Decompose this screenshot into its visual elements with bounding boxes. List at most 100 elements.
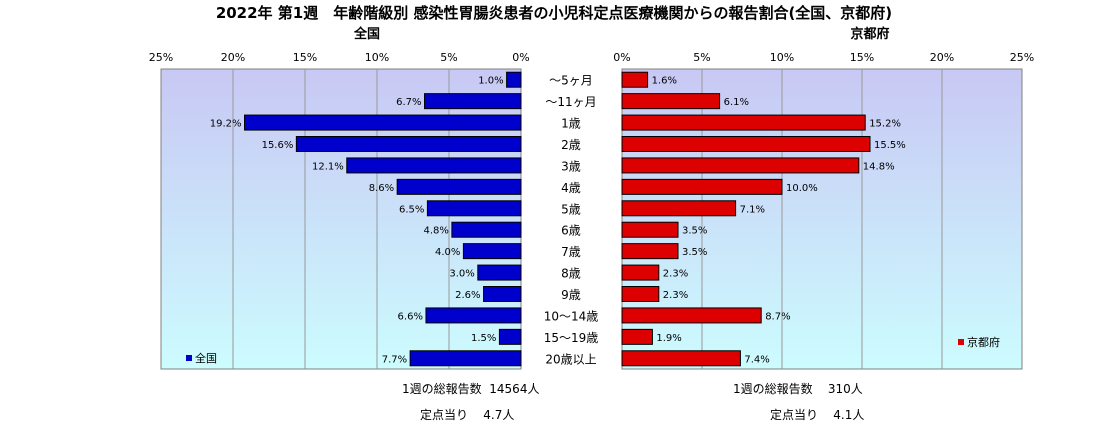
national-per-value: 4.7人 — [483, 408, 515, 422]
kyoto-bar — [621, 350, 741, 367]
kyoto-bar-value-label: 15.2% — [869, 119, 901, 130]
kyoto-bar-value-label: 7.1% — [740, 204, 765, 215]
legend-national: 全国 — [186, 351, 217, 365]
kyoto-bar-value-label: 6.1% — [724, 97, 749, 108]
age-category-label: 2歳 — [561, 138, 581, 152]
national-bar — [506, 71, 522, 88]
national-bar — [483, 286, 522, 302]
kyoto-bar — [621, 286, 660, 302]
age-category-label: 15～19歳 — [544, 331, 599, 345]
national-bar-value-label: 7.7% — [382, 354, 407, 365]
kyoto-bar — [621, 71, 649, 88]
left-tick-label: 10% — [365, 51, 389, 64]
kyoto-bar-value-label: 10.0% — [786, 183, 818, 194]
legend-kyoto-label: 京都府 — [967, 335, 1000, 349]
national-total-row: 1週の総報告数 14564人 — [402, 380, 539, 397]
right-plot-area — [621, 68, 1023, 370]
age-category-label: 7歳 — [561, 245, 581, 259]
chart-title: 2022年 第1週 年齢階級別 感染性胃腸炎患者の小児科定点医療機関からの報告割… — [216, 4, 892, 22]
kyoto-bar — [621, 157, 860, 174]
kyoto-bar-value-label: 1.9% — [656, 333, 681, 344]
age-category-label: 20歳以上 — [545, 352, 596, 366]
national-bar — [244, 114, 522, 131]
kyoto-bar — [621, 221, 679, 238]
age-category-label: 5歳 — [561, 202, 581, 216]
kyoto-bar-value-label: 15.5% — [874, 140, 906, 151]
national-bar-value-label: 12.1% — [312, 161, 344, 172]
left-panel-title: 全国 — [353, 26, 380, 42]
legend-national-label: 全国 — [195, 351, 217, 365]
age-category-label: 6歳 — [561, 224, 581, 238]
national-bar-value-label: 4.8% — [423, 226, 448, 237]
kyoto-bar-value-label: 3.5% — [682, 247, 707, 258]
kyoto-bar-value-label: 2.3% — [663, 269, 688, 280]
kyoto-total-row: 1週の総報告数 310人 — [733, 380, 863, 397]
kyoto-bar-value-label: 3.5% — [682, 226, 707, 237]
kyoto-total-label: 1週の総報告数 — [733, 382, 813, 396]
kyoto-bar — [621, 328, 653, 345]
kyoto-bar-value-label: 8.7% — [765, 311, 790, 322]
age-category-label: 4歳 — [561, 181, 581, 195]
national-bar — [477, 264, 522, 281]
national-bar-value-label: 8.6% — [369, 183, 394, 194]
kyoto-bar — [621, 93, 721, 110]
age-category-label: 8歳 — [561, 267, 581, 281]
national-bar — [396, 178, 522, 195]
national-bar-value-label: 6.6% — [398, 311, 423, 322]
left-tick-label: 20% — [221, 51, 245, 64]
legend-kyoto: 京都府 — [958, 335, 1000, 349]
national-bar-value-label: 1.5% — [471, 333, 496, 344]
right-tick-label: 15% — [850, 51, 874, 64]
national-bar — [462, 243, 522, 260]
national-bar — [346, 157, 522, 174]
kyoto-bar — [621, 307, 762, 324]
kyoto-per-value: 4.1人 — [833, 408, 865, 422]
national-bar-value-label: 6.7% — [396, 97, 421, 108]
kyoto-bar-value-label: 2.3% — [663, 290, 688, 301]
age-category-label: ～11ヶ月 — [545, 95, 596, 109]
national-bar-value-label: 15.6% — [262, 140, 294, 151]
national-bar-value-label: 3.0% — [449, 269, 474, 280]
national-total-value: 14564人 — [489, 382, 540, 396]
kyoto-bar-value-label: 1.6% — [652, 76, 677, 87]
right-tick-label: 25% — [1010, 51, 1034, 64]
right-tick-label: 0% — [613, 51, 630, 64]
kyoto-bar — [621, 114, 866, 131]
kyoto-per-row: 定点当り 4.1人 — [770, 406, 864, 423]
national-bar — [498, 328, 522, 345]
kyoto-bar-value-label: 14.8% — [863, 161, 895, 172]
age-category-label: 10～14歳 — [544, 309, 599, 323]
age-category-label: 9歳 — [561, 288, 581, 302]
national-bar — [426, 200, 522, 217]
legend-kyoto-swatch — [958, 339, 964, 345]
left-plot-area — [160, 68, 522, 370]
kyoto-total-value: 310人 — [827, 382, 863, 396]
left-tick-label: 15% — [293, 51, 317, 64]
kyoto-bar — [621, 200, 737, 217]
right-tick-label: 5% — [693, 51, 710, 64]
national-bar-value-label: 6.5% — [399, 204, 424, 215]
national-bar — [451, 221, 522, 238]
kyoto-bar — [621, 243, 679, 260]
national-per-row: 定点当り 4.7人 — [420, 406, 514, 423]
kyoto-bar — [621, 136, 871, 152]
right-panel-title: 京都府 — [850, 26, 889, 42]
national-bar — [295, 136, 522, 152]
left-tick-label: 0% — [512, 51, 529, 64]
left-tick-label: 5% — [440, 51, 457, 64]
national-bar — [409, 350, 522, 367]
kyoto-bar-value-label: 7.4% — [744, 354, 769, 365]
national-bar — [424, 93, 522, 110]
national-bar-value-label: 4.0% — [435, 247, 460, 258]
national-bar — [425, 307, 522, 324]
national-bar-value-label: 19.2% — [210, 119, 242, 130]
age-category-label: ～5ヶ月 — [549, 74, 593, 88]
right-tick-label: 20% — [930, 51, 954, 64]
kyoto-bar — [621, 264, 660, 281]
kyoto-per-label: 定点当り — [770, 408, 819, 422]
kyoto-bar — [621, 178, 783, 195]
legend-national-swatch — [186, 355, 192, 361]
age-category-label: 3歳 — [561, 159, 581, 173]
